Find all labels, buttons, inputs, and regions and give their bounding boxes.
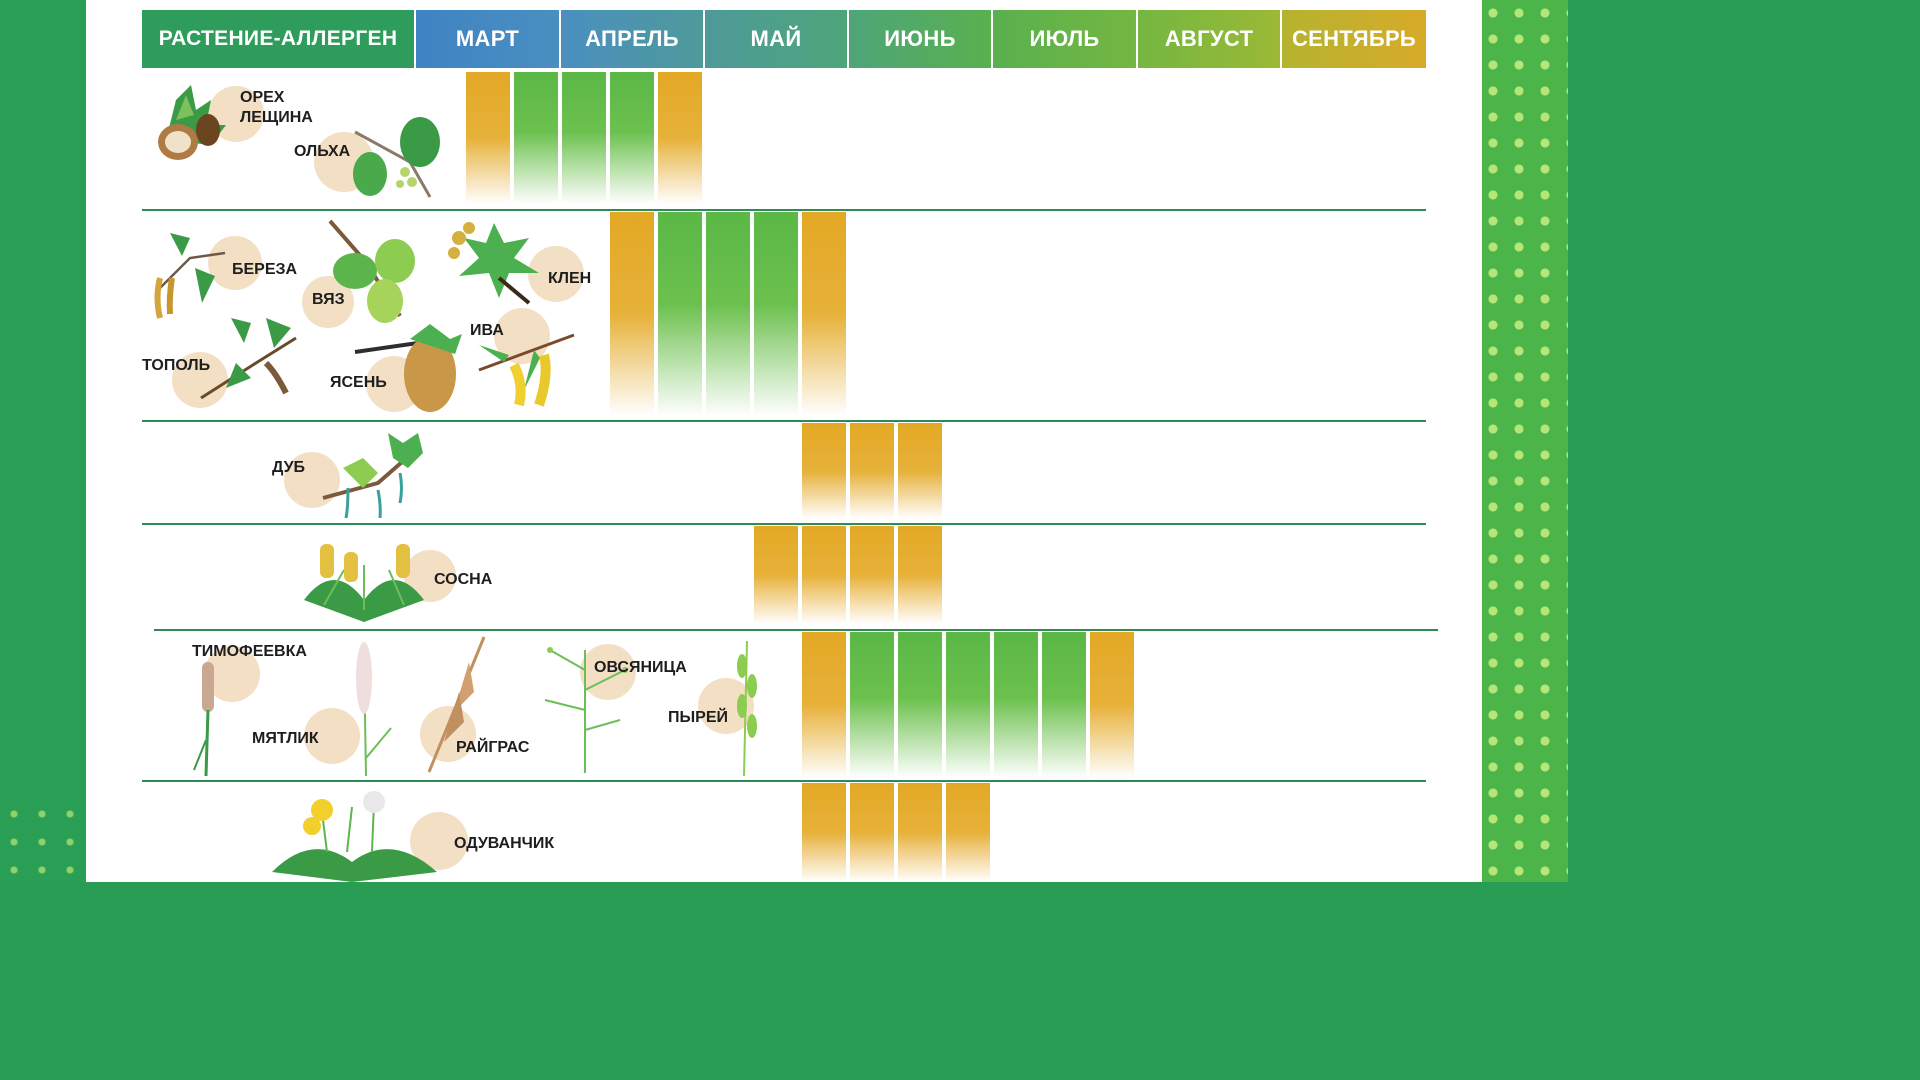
ryegrass-icon	[427, 636, 486, 773]
header-plant: РАСТЕНИЕ-АЛЛЕРГЕН	[142, 10, 416, 68]
plant-label-elm: ВЯЗ	[312, 291, 345, 308]
label-blob	[528, 246, 584, 302]
maple-icon	[448, 222, 539, 305]
fescue-icon	[544, 647, 628, 773]
pollen-bar-yellow	[898, 526, 942, 624]
row-divider	[142, 420, 1426, 422]
row-divider	[154, 629, 1438, 631]
meadow-grass-icon	[356, 642, 392, 777]
willow-icon	[478, 333, 575, 407]
pollen-bar-yellow	[610, 212, 654, 416]
pollen-bar-green	[610, 72, 654, 204]
label-blob	[208, 236, 262, 290]
dandelion-icon	[272, 791, 437, 882]
pollen-bar-yellow	[850, 423, 894, 519]
pollen-bar-yellow	[466, 72, 510, 204]
poplar-icon	[200, 318, 297, 400]
left-background	[0, 0, 88, 882]
left-dots-pattern	[0, 800, 88, 882]
header-august: АВГУСТ	[1138, 10, 1282, 68]
oak-icon	[322, 433, 423, 519]
header-may: МАЙ	[705, 10, 849, 68]
label-blob	[304, 708, 360, 764]
pollen-bar-yellow	[658, 72, 702, 204]
plant-label-poplar: ТОПОЛЬ	[142, 357, 211, 374]
header-september: СЕНТЯБРЬ	[1282, 10, 1426, 68]
couch-grass-icon	[737, 640, 757, 777]
hazelnut-icon	[158, 85, 226, 160]
plant-label-pine: СОСНА	[434, 571, 493, 588]
header-march: МАРТ	[416, 10, 561, 68]
plant-label-oak: ДУБ	[272, 459, 306, 476]
pollen-bar-yellow	[754, 526, 798, 624]
plant-label-meadow-grass: МЯТЛИК	[252, 730, 319, 747]
plant-label-alder: ОЛЬХА	[294, 143, 351, 160]
alder-icon	[353, 117, 440, 198]
pollen-bar-green	[658, 212, 702, 416]
pollen-bar-green	[850, 632, 894, 778]
pollen-bar-yellow	[802, 783, 846, 882]
pollen-bar-yellow	[946, 783, 990, 882]
plant-label-couch-grass: ПЫРЕЙ	[668, 709, 729, 726]
pollen-bar-yellow	[802, 423, 846, 519]
ash-icon	[354, 324, 462, 412]
calendar-panel	[86, 0, 1482, 882]
pollen-bar-green	[994, 632, 1038, 778]
pollen-bar-yellow	[850, 783, 894, 882]
elm-icon	[328, 219, 415, 323]
plant-label-ryegrass: РАЙГРАС	[456, 739, 530, 756]
pollen-bar-green	[514, 72, 558, 204]
plant-label-dandelion: ОДУВАНЧИК	[454, 835, 555, 852]
plant-label-willow: ИВА	[470, 322, 504, 339]
pollen-bar-green	[754, 212, 798, 416]
timothy-grass-icon	[193, 662, 214, 777]
pollen-bar-green	[1042, 632, 1086, 778]
pollen-bar-green	[946, 632, 990, 778]
birch-icon	[154, 233, 226, 319]
pollen-bar-yellow	[802, 526, 846, 624]
header-june: ИЮНЬ	[849, 10, 993, 68]
pollen-bar-green	[898, 632, 942, 778]
pollen-bar-yellow	[898, 783, 942, 882]
header-july: ИЮЛЬ	[993, 10, 1138, 68]
plant-label-hazel: ОРЕХ ЛЕЩИНА	[240, 89, 313, 126]
header-april: АПРЕЛЬ	[561, 10, 705, 68]
plant-label-fescue: ОВСЯНИЦА	[594, 659, 687, 676]
pollen-bar-green	[706, 212, 750, 416]
label-blob	[172, 352, 228, 408]
plant-label-maple: КЛЕН	[548, 270, 592, 287]
pine-icon	[304, 544, 424, 622]
row-divider	[142, 523, 1426, 525]
pollen-bar-yellow	[802, 632, 846, 778]
pollen-bar-yellow	[898, 423, 942, 519]
label-blob	[284, 452, 340, 508]
plant-label-ash: ЯСЕНЬ	[330, 374, 387, 391]
pollen-bar-green	[562, 72, 606, 204]
pollen-bar-yellow	[802, 212, 846, 416]
row-divider	[142, 780, 1426, 782]
pollen-bar-yellow	[1090, 632, 1134, 778]
row-divider	[142, 209, 1426, 211]
plant-label-birch: БЕРЕЗА	[232, 261, 298, 278]
plant-label-timothy: ТИМОФЕЕВКА	[192, 643, 307, 660]
pollen-bar-yellow	[850, 526, 894, 624]
right-dots-pattern	[1480, 0, 1568, 882]
